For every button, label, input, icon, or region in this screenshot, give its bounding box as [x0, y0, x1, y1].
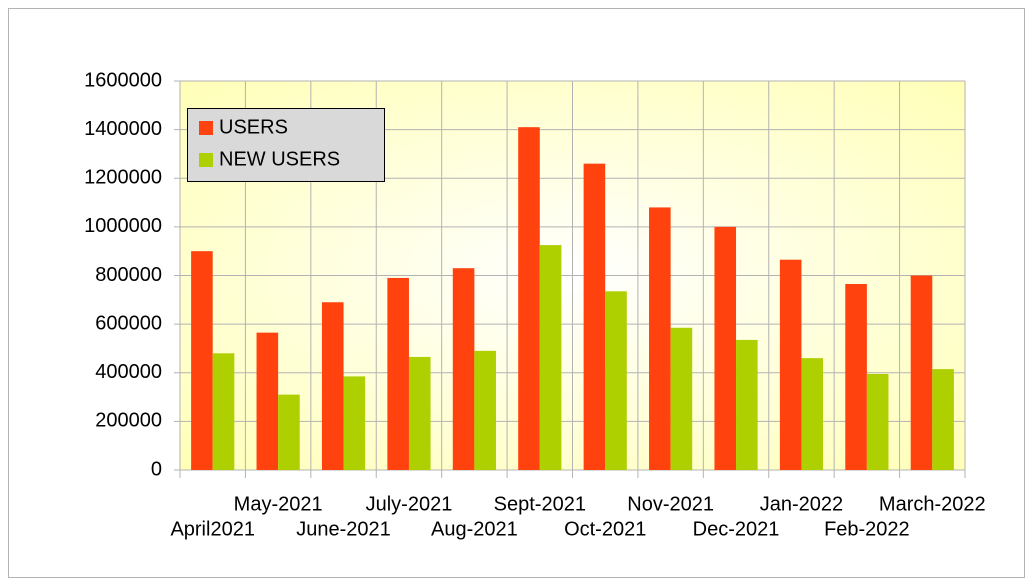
x-tick-label: April2021 [170, 518, 255, 540]
bar [801, 358, 824, 470]
legend-swatch [199, 121, 213, 135]
bar [670, 327, 693, 470]
bar [845, 284, 867, 470]
y-tick-label: 1000000 [84, 215, 162, 237]
x-tick-label: Oct-2021 [564, 518, 646, 540]
bar [932, 369, 954, 470]
bar [736, 339, 758, 470]
bar [583, 163, 606, 470]
legend-label: USERS [219, 116, 288, 138]
legend-swatch [199, 153, 213, 167]
bar [605, 291, 627, 470]
y-tick-label: 200000 [95, 410, 162, 432]
bar [212, 353, 235, 470]
bar [321, 302, 344, 470]
bar [910, 275, 933, 470]
x-tick-label: Feb-2022 [824, 518, 910, 540]
x-tick-label: Aug-2021 [431, 518, 518, 540]
bar [518, 127, 540, 470]
bar [474, 350, 496, 470]
legend-label: NEW USERS [219, 148, 340, 170]
y-tick-label: 400000 [95, 361, 162, 383]
bar [191, 251, 213, 470]
y-tick-label: 1600000 [84, 69, 162, 91]
x-tick-label: Sept-2021 [494, 493, 586, 515]
bar [714, 226, 737, 470]
x-tick-label: Dec-2021 [693, 518, 780, 540]
bar [866, 373, 889, 470]
x-tick-label: Nov-2021 [627, 493, 714, 515]
bar [343, 376, 366, 470]
bar [452, 268, 475, 470]
bar [779, 259, 802, 470]
y-tick-label: 1200000 [84, 167, 162, 189]
y-tick-label: 600000 [95, 312, 162, 334]
bar [649, 207, 671, 471]
x-tick-label: March-2022 [879, 493, 986, 515]
bar [278, 394, 300, 470]
legend-box [187, 108, 385, 182]
bar [408, 356, 431, 470]
bar [256, 332, 279, 470]
bar [387, 277, 409, 470]
bar [539, 245, 562, 470]
x-tick-label: Jan-2022 [760, 493, 843, 515]
x-tick-label: July-2021 [366, 493, 453, 515]
x-tick-label: June-2021 [296, 518, 391, 540]
y-tick-label: 800000 [95, 264, 162, 286]
y-tick-label: 1400000 [84, 118, 162, 140]
x-tick-label: May-2021 [234, 493, 323, 515]
y-tick-label: 0 [151, 458, 162, 480]
